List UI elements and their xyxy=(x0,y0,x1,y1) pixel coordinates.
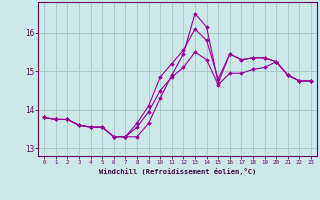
X-axis label: Windchill (Refroidissement éolien,°C): Windchill (Refroidissement éolien,°C) xyxy=(99,168,256,175)
